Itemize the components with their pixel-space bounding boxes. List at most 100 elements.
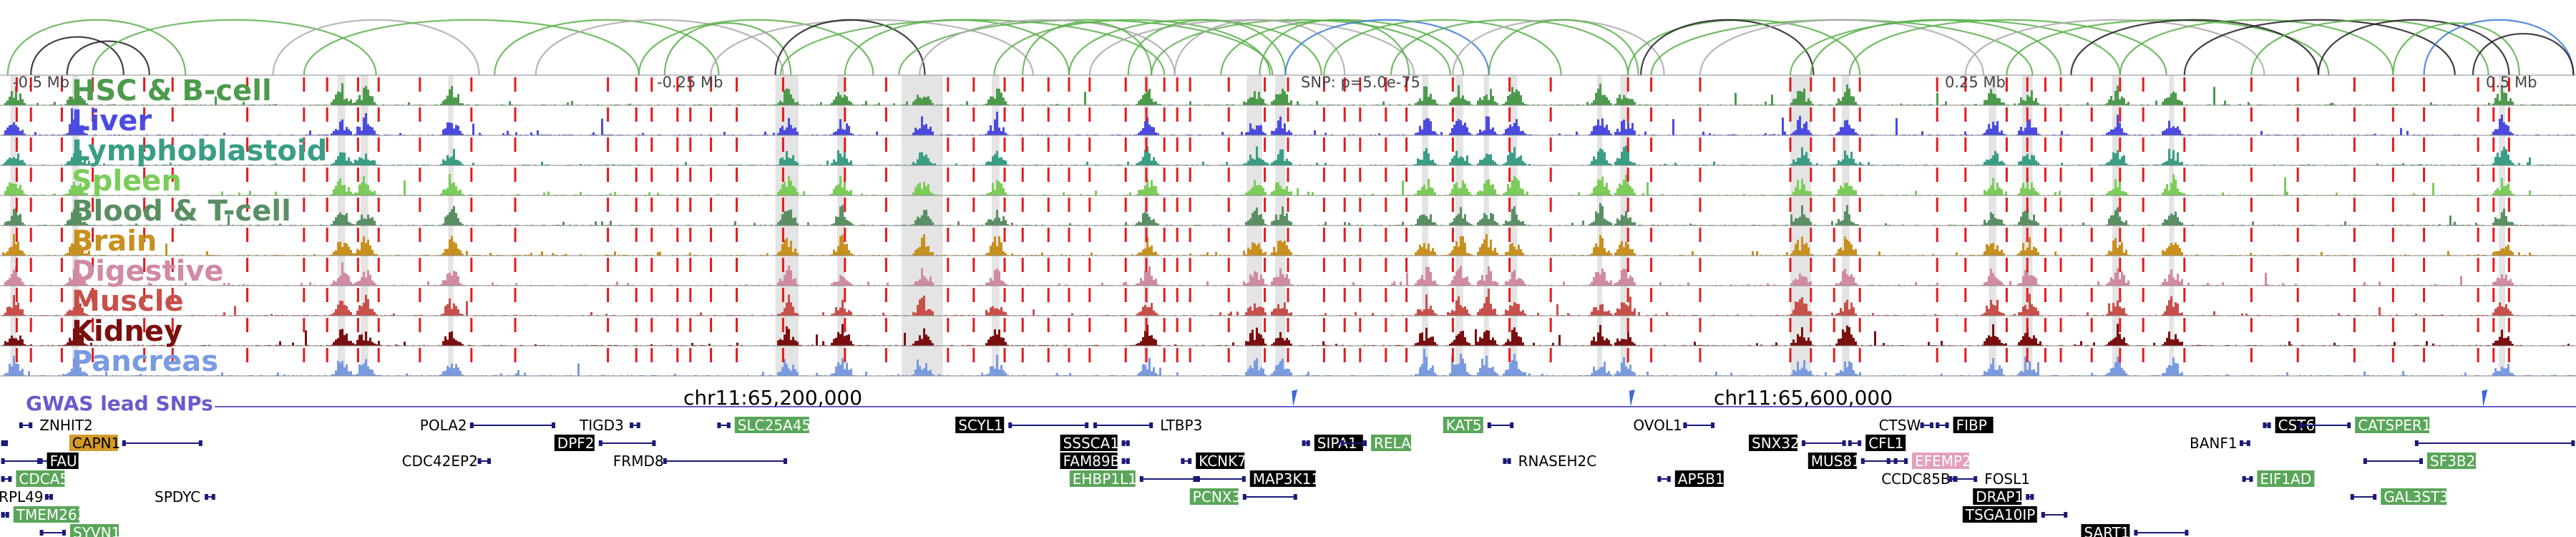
- gene-exon: [717, 422, 721, 428]
- red-mark: [2059, 318, 2062, 332]
- red-mark: [514, 348, 517, 362]
- red-mark: [1176, 228, 1179, 242]
- red-mark: [1508, 107, 1511, 122]
- red-mark: [2059, 198, 2062, 212]
- red-mark: [377, 77, 380, 92]
- red-mark: [143, 318, 146, 332]
- gene-POLA2: POLA2: [420, 417, 555, 434]
- gene-exon: [1149, 422, 1153, 428]
- red-mark: [1189, 198, 1191, 212]
- ruler-label: 0.25 Mb: [1945, 74, 2006, 91]
- red-mark: [2026, 228, 2029, 242]
- gene-FOSL1: FOSL1: [1953, 470, 2030, 488]
- red-mark: [2090, 107, 2093, 122]
- interaction-arc: [2250, 19, 2489, 76]
- gene-exon: [1121, 440, 1126, 446]
- red-mark: [1508, 198, 1511, 212]
- red-mark: [635, 107, 638, 122]
- red-mark: [1810, 258, 1813, 272]
- red-mark: [1124, 198, 1127, 212]
- gene-label-box: [1807, 453, 1857, 469]
- gene-exon: [2414, 440, 2419, 446]
- gene-label: MRPL49: [0, 488, 44, 505]
- red-mark: [1936, 258, 1938, 272]
- track-signal: [0, 83, 2576, 105]
- red-mark: [1699, 318, 1702, 332]
- gene-TIGD3: TIGD3: [579, 417, 640, 434]
- red-mark: [470, 107, 473, 122]
- red-mark: [1508, 318, 1511, 332]
- red-mark: [1287, 198, 1289, 212]
- gene-exon: [1121, 458, 1126, 464]
- red-mark: [1650, 77, 1653, 92]
- red-mark: [2391, 258, 2394, 272]
- red-mark: [1650, 258, 1653, 272]
- red-mark: [377, 288, 380, 302]
- red-mark: [356, 137, 359, 152]
- red-mark: [676, 318, 679, 332]
- red-mark: [143, 348, 146, 362]
- red-mark: [650, 348, 653, 362]
- red-mark: [2059, 168, 2062, 182]
- red-mark: [143, 107, 146, 122]
- red-mark: [2423, 198, 2426, 212]
- red-mark: [143, 258, 146, 272]
- red-mark: [2183, 288, 2186, 302]
- interaction-arc: [92, 19, 377, 76]
- red-mark: [1964, 137, 1967, 152]
- red-mark: [1405, 318, 1408, 332]
- red-mark: [1176, 258, 1179, 272]
- red-mark: [1359, 228, 1362, 242]
- red-mark: [710, 168, 713, 182]
- red-mark: [1322, 198, 1325, 212]
- gene-label: DPF2: [557, 435, 595, 452]
- red-mark: [1789, 77, 1792, 92]
- red-mark: [1145, 228, 1148, 242]
- gene-TMEM262: TMEM262: [1, 506, 86, 523]
- red-mark: [1047, 258, 1050, 272]
- gene-exon: [1930, 422, 1933, 428]
- red-mark: [326, 107, 328, 122]
- gene-label-box: [16, 470, 65, 487]
- gene-label: KAT5: [1446, 417, 1482, 434]
- gene-exon: [39, 458, 43, 464]
- red-mark: [356, 168, 359, 182]
- red-mark: [1699, 137, 1702, 152]
- red-mark: [1405, 288, 1408, 302]
- red-mark: [1145, 198, 1148, 212]
- red-mark: [1021, 258, 1024, 272]
- red-mark: [1088, 348, 1091, 362]
- red-mark: [781, 137, 784, 152]
- gwas-track: GWAS lead SNPs chr11:65,200,000 chr11:65,6…: [26, 386, 2576, 415]
- red-mark: [1003, 258, 1006, 272]
- red-mark: [1003, 318, 1006, 332]
- gene-SLC25A45: SLC25A45: [717, 417, 811, 434]
- red-mark: [1964, 168, 1967, 182]
- red-mark: [1699, 258, 1702, 272]
- red-mark: [710, 228, 713, 242]
- red-mark: [2119, 168, 2122, 182]
- gene-label: EIF1AD: [2260, 470, 2311, 488]
- red-mark: [419, 107, 421, 122]
- gene-label: SCYL1: [958, 417, 1002, 434]
- red-mark: [1789, 137, 1792, 152]
- red-mark: [1810, 228, 1813, 242]
- red-mark: [1047, 107, 1050, 122]
- red-mark: [1287, 288, 1289, 302]
- red-mark: [781, 318, 784, 332]
- red-mark: [2044, 107, 2046, 122]
- red-mark: [1858, 198, 1861, 212]
- gene-label-box: [1973, 488, 2022, 505]
- red-mark: [689, 107, 692, 122]
- red-mark: [15, 107, 18, 122]
- red-mark: [2423, 288, 2426, 302]
- red-mark: [2477, 258, 2479, 272]
- red-mark: [2026, 348, 2029, 362]
- red-mark: [1858, 137, 1861, 152]
- red-mark: [2391, 77, 2394, 92]
- red-mark: [2423, 77, 2426, 92]
- red-mark: [1626, 137, 1629, 152]
- red-mark: [1189, 137, 1191, 152]
- red-mark: [60, 107, 63, 122]
- red-mark: [470, 137, 473, 152]
